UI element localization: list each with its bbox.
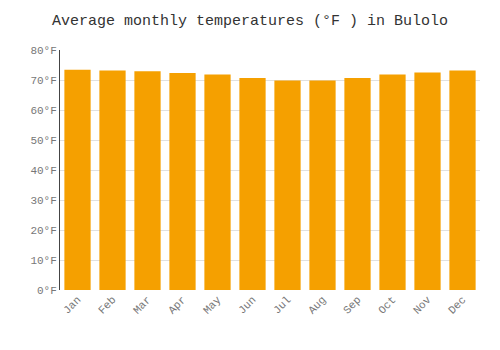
svg-text:Dec: Dec xyxy=(446,294,468,316)
svg-text:70°F: 70°F xyxy=(30,75,56,87)
svg-text:10°F: 10°F xyxy=(30,255,56,267)
svg-text:Jan: Jan xyxy=(61,294,83,316)
svg-text:Oct: Oct xyxy=(376,294,398,316)
svg-text:Jun: Jun xyxy=(236,294,258,316)
svg-text:50°F: 50°F xyxy=(30,135,56,147)
svg-text:80°F: 80°F xyxy=(30,45,56,57)
svg-text:Apr: Apr xyxy=(166,294,188,316)
svg-text:Sep: Sep xyxy=(341,294,363,316)
svg-text:40°F: 40°F xyxy=(30,165,56,177)
svg-text:60°F: 60°F xyxy=(30,105,56,117)
svg-text:0°F: 0°F xyxy=(37,285,57,297)
svg-text:30°F: 30°F xyxy=(30,195,56,207)
svg-text:Nov: Nov xyxy=(411,294,434,317)
svg-text:Aug: Aug xyxy=(306,294,328,316)
svg-text:May: May xyxy=(201,294,224,317)
svg-text:Feb: Feb xyxy=(96,294,118,316)
svg-text:Mar: Mar xyxy=(131,294,153,316)
svg-text:Jul: Jul xyxy=(271,294,293,316)
svg-text:20°F: 20°F xyxy=(30,225,56,237)
svg-text:Average monthly temperatures (: Average monthly temperatures (°F ) in Bu… xyxy=(52,13,448,30)
